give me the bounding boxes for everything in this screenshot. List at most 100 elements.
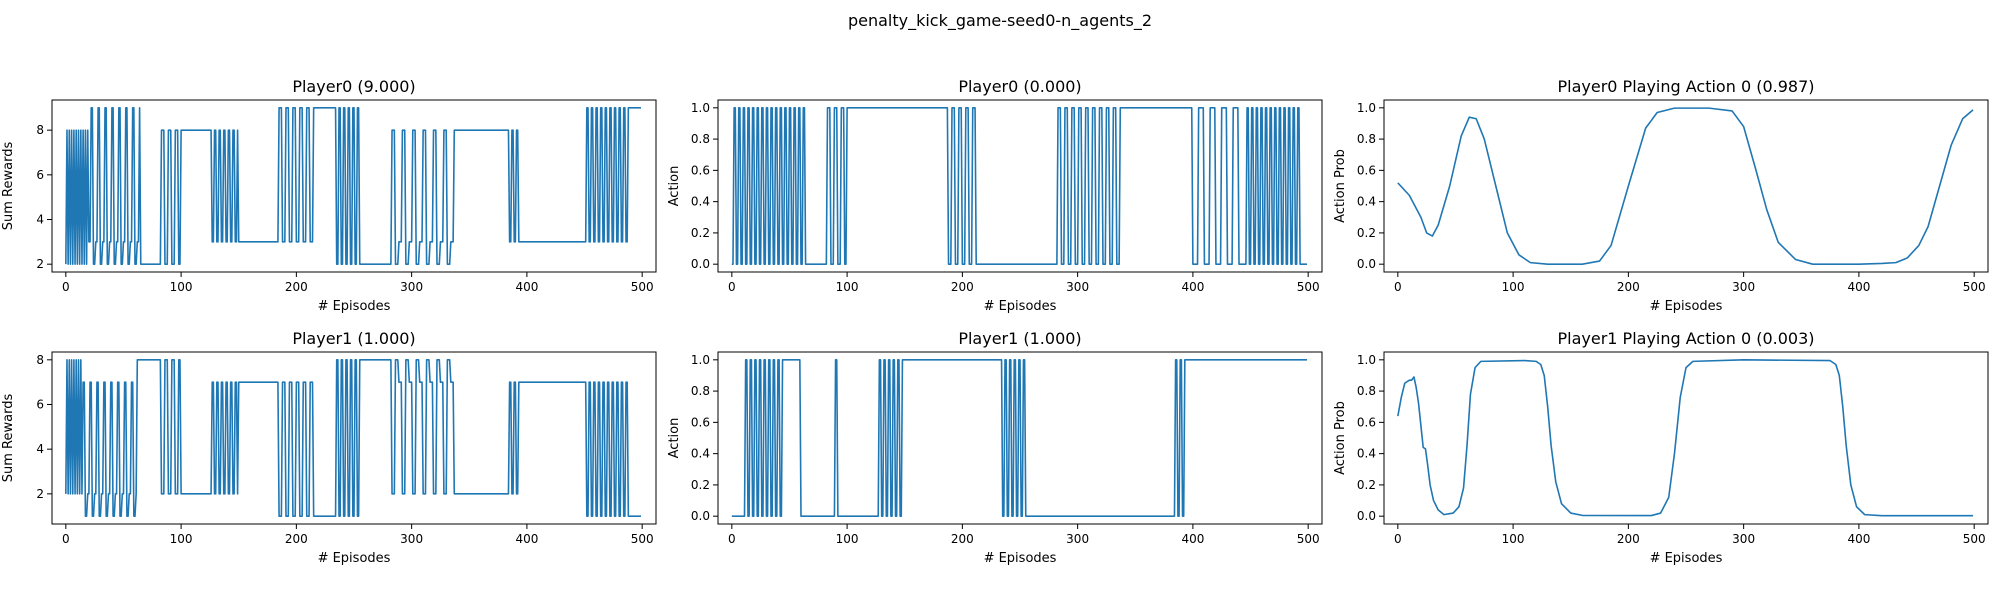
x-tick-label: 300 xyxy=(1732,532,1755,546)
y-tick-label: 0.8 xyxy=(1357,132,1376,146)
subplot-title: Player1 Playing Action 0 (0.003) xyxy=(1558,329,1815,348)
x-tick-label: 500 xyxy=(631,532,654,546)
x-tick-label: 300 xyxy=(400,532,423,546)
y-axis-label: Action xyxy=(667,166,682,207)
axes-frame xyxy=(717,351,1323,525)
y-tick-label: 0.4 xyxy=(1357,447,1376,461)
x-axis-label: # Episodes xyxy=(984,551,1057,566)
x-tick-label: 0 xyxy=(62,532,70,546)
y-tick-label: 6 xyxy=(36,168,44,182)
y-tick-label: 1.0 xyxy=(691,353,710,367)
y-tick-label: 2 xyxy=(36,487,44,501)
y-tick-label: 0.8 xyxy=(691,132,710,146)
x-tick-label: 500 xyxy=(631,280,654,294)
subplot-title: Player0 (9.000) xyxy=(292,77,415,96)
y-tick-label: 0.0 xyxy=(691,257,710,271)
y-tick-label: 1.0 xyxy=(691,101,710,115)
series-line-p1-action xyxy=(731,359,1308,517)
y-axis-label: Action Prob xyxy=(1333,149,1348,223)
x-tick-label: 100 xyxy=(836,280,859,294)
y-tick-label: 4 xyxy=(36,213,44,227)
x-tick-label: 0 xyxy=(1394,280,1402,294)
x-tick-label: 300 xyxy=(1732,280,1755,294)
x-tick-label: 400 xyxy=(1847,532,1870,546)
y-tick-label: 4 xyxy=(36,442,44,456)
x-tick-label: 100 xyxy=(836,532,859,546)
subplot-p0-prob: 0 100 200 300 400 500 0.0 0.2 0.4 0.6 0.8 1.0 Player… xyxy=(1333,77,1989,314)
y-axis-label: Sum Rewards xyxy=(1,142,16,231)
y-tick-label: 0.6 xyxy=(691,415,710,429)
y-tick-label: 0.6 xyxy=(691,163,710,177)
subplot-p0-rewards: 0 100 200 300 400 500 2 4 6 8 Player0 (9.000) # Epi… xyxy=(1,77,657,314)
series-line-p0-rewards xyxy=(65,107,642,265)
y-tick-label: 0.4 xyxy=(691,447,710,461)
x-tick-label: 0 xyxy=(1394,532,1402,546)
y-tick-label: 0.0 xyxy=(1357,257,1376,271)
x-tick-label: 300 xyxy=(1066,532,1089,546)
subplot-p1-action: 0 100 200 300 400 500 0.0 0.2 0.4 0.6 0.8 1.0 Player… xyxy=(667,329,1323,566)
y-axis-label: Action xyxy=(667,418,682,459)
x-tick-label: 100 xyxy=(1502,532,1525,546)
x-tick-label: 200 xyxy=(1617,280,1640,294)
series-line-p1-rewards xyxy=(65,359,642,517)
x-axis-label: # Episodes xyxy=(1650,299,1723,314)
x-axis-label: # Episodes xyxy=(318,299,391,314)
y-tick-label: 0.0 xyxy=(691,509,710,523)
subplot-title: Player1 (1.000) xyxy=(958,329,1081,348)
axes-frame xyxy=(1383,351,1989,525)
y-tick-label: 0.2 xyxy=(1357,478,1376,492)
x-tick-label: 400 xyxy=(515,280,538,294)
y-tick-label: 0.4 xyxy=(1357,195,1376,209)
x-tick-label: 500 xyxy=(1963,280,1986,294)
subplot-p1-prob: 0 100 200 300 400 500 0.0 0.2 0.4 0.6 0.8 1.0 Player… xyxy=(1333,329,1989,566)
x-tick-label: 200 xyxy=(1617,532,1640,546)
subplot-title: Player0 (0.000) xyxy=(958,77,1081,96)
y-tick-label: 1.0 xyxy=(1357,101,1376,115)
x-tick-label: 200 xyxy=(951,532,974,546)
y-tick-label: 0.6 xyxy=(1357,163,1376,177)
x-tick-label: 400 xyxy=(515,532,538,546)
y-tick-label: 0.0 xyxy=(1357,509,1376,523)
x-tick-label: 100 xyxy=(170,280,193,294)
x-tick-label: 200 xyxy=(285,280,308,294)
y-tick-label: 8 xyxy=(36,123,44,137)
x-tick-label: 400 xyxy=(1181,280,1204,294)
y-axis-label: Action Prob xyxy=(1333,401,1348,475)
series-line-p0-action xyxy=(731,107,1308,265)
x-tick-label: 0 xyxy=(62,280,70,294)
x-axis-label: # Episodes xyxy=(1650,551,1723,566)
series-line-p1-prob xyxy=(1397,359,1974,517)
y-axis-label: Sum Rewards xyxy=(1,394,16,483)
y-tick-label: 0.2 xyxy=(1357,226,1376,240)
y-tick-label: 0.6 xyxy=(1357,415,1376,429)
x-axis-label: # Episodes xyxy=(318,551,391,566)
figure-title: penalty_kick_game-seed0-n_agents_2 xyxy=(848,11,1152,31)
subplot-title: Player1 (1.000) xyxy=(292,329,415,348)
subplot-p1-rewards: 0 100 200 300 400 500 2 4 6 8 Player1 (1.000) # Epi… xyxy=(1,329,657,566)
x-tick-label: 300 xyxy=(400,280,423,294)
x-tick-label: 400 xyxy=(1181,532,1204,546)
y-tick-label: 2 xyxy=(36,257,44,271)
x-tick-label: 500 xyxy=(1963,532,1986,546)
y-tick-label: 6 xyxy=(36,397,44,411)
x-tick-label: 100 xyxy=(170,532,193,546)
x-tick-label: 100 xyxy=(1502,280,1525,294)
x-tick-label: 200 xyxy=(951,280,974,294)
y-tick-label: 1.0 xyxy=(1357,353,1376,367)
y-tick-label: 0.2 xyxy=(691,226,710,240)
axes-frame xyxy=(1383,99,1989,273)
x-tick-label: 400 xyxy=(1847,280,1870,294)
y-tick-label: 0.8 xyxy=(691,384,710,398)
axes-frame xyxy=(51,99,657,273)
x-tick-label: 500 xyxy=(1297,280,1320,294)
y-tick-label: 0.8 xyxy=(1357,384,1376,398)
subplot-title: Player0 Playing Action 0 (0.987) xyxy=(1558,77,1815,96)
x-tick-label: 500 xyxy=(1297,532,1320,546)
x-tick-label: 200 xyxy=(285,532,308,546)
axes-frame xyxy=(717,99,1323,273)
axes-frame xyxy=(51,351,657,525)
x-tick-label: 0 xyxy=(728,280,736,294)
y-tick-label: 0.2 xyxy=(691,478,710,492)
x-tick-label: 0 xyxy=(728,532,736,546)
